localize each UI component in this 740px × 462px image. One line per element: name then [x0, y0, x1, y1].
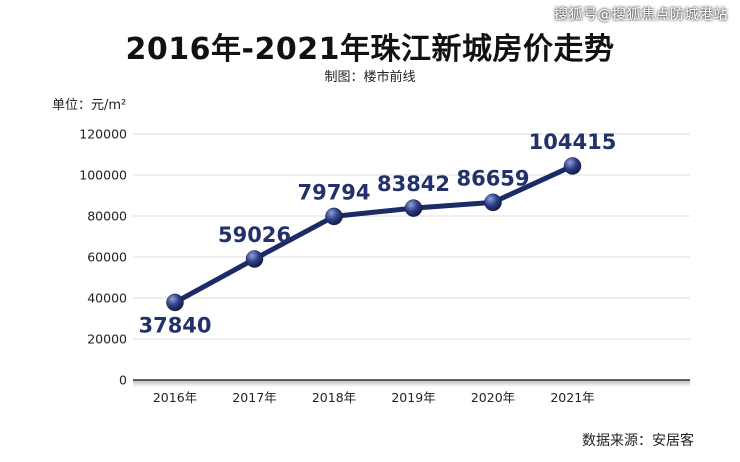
data-label: 104415	[529, 130, 617, 154]
data-point	[325, 207, 343, 226]
data-label: 59026	[218, 223, 291, 247]
data-point	[404, 199, 423, 217]
data-source-note: 数据来源：安居客	[582, 433, 694, 449]
y-tick-label: 100000	[79, 168, 127, 183]
watermark: 搜狐号@搜狐焦点防城港站	[554, 7, 728, 23]
data-point	[484, 193, 502, 212]
x-tick-label: 2017年	[232, 390, 276, 405]
data-label: 37840	[138, 313, 211, 337]
x-tick-label: 2021年	[550, 390, 594, 405]
y-tick-label: 0	[119, 373, 127, 388]
series-line	[172, 163, 575, 305]
chart-subtitle: 制图：楼市前线	[324, 70, 416, 85]
y-tick-label: 120000	[79, 127, 127, 142]
x-tick-label: 2019年	[391, 390, 435, 405]
series-line-path	[172, 163, 575, 305]
x-tick-label: 2016年	[153, 390, 197, 405]
x-tick-label: 2020年	[471, 390, 515, 405]
data-label: 79794	[297, 180, 370, 204]
series-markers	[166, 157, 582, 312]
y-axis-unit-label: 单位：元/m²	[52, 98, 127, 113]
y-tick-label: 20000	[87, 332, 127, 347]
axes: 0 20000 40000 60000 80000 100000 120000 2016年 20…	[79, 127, 690, 405]
y-tick-label: 40000	[87, 291, 127, 306]
data-point	[563, 157, 582, 175]
y-tick-label: 80000	[87, 209, 127, 224]
x-tick-label: 2018年	[312, 390, 356, 405]
data-label: 83842	[377, 172, 450, 196]
grid-lines	[133, 133, 690, 340]
chart-title: 2016年-2021年珠江新城房价走势	[125, 32, 615, 67]
data-point	[245, 250, 264, 268]
data-label: 86659	[456, 166, 529, 190]
y-tick-label: 60000	[87, 250, 127, 265]
data-point	[166, 293, 184, 312]
baseline-shadow	[133, 380, 690, 387]
